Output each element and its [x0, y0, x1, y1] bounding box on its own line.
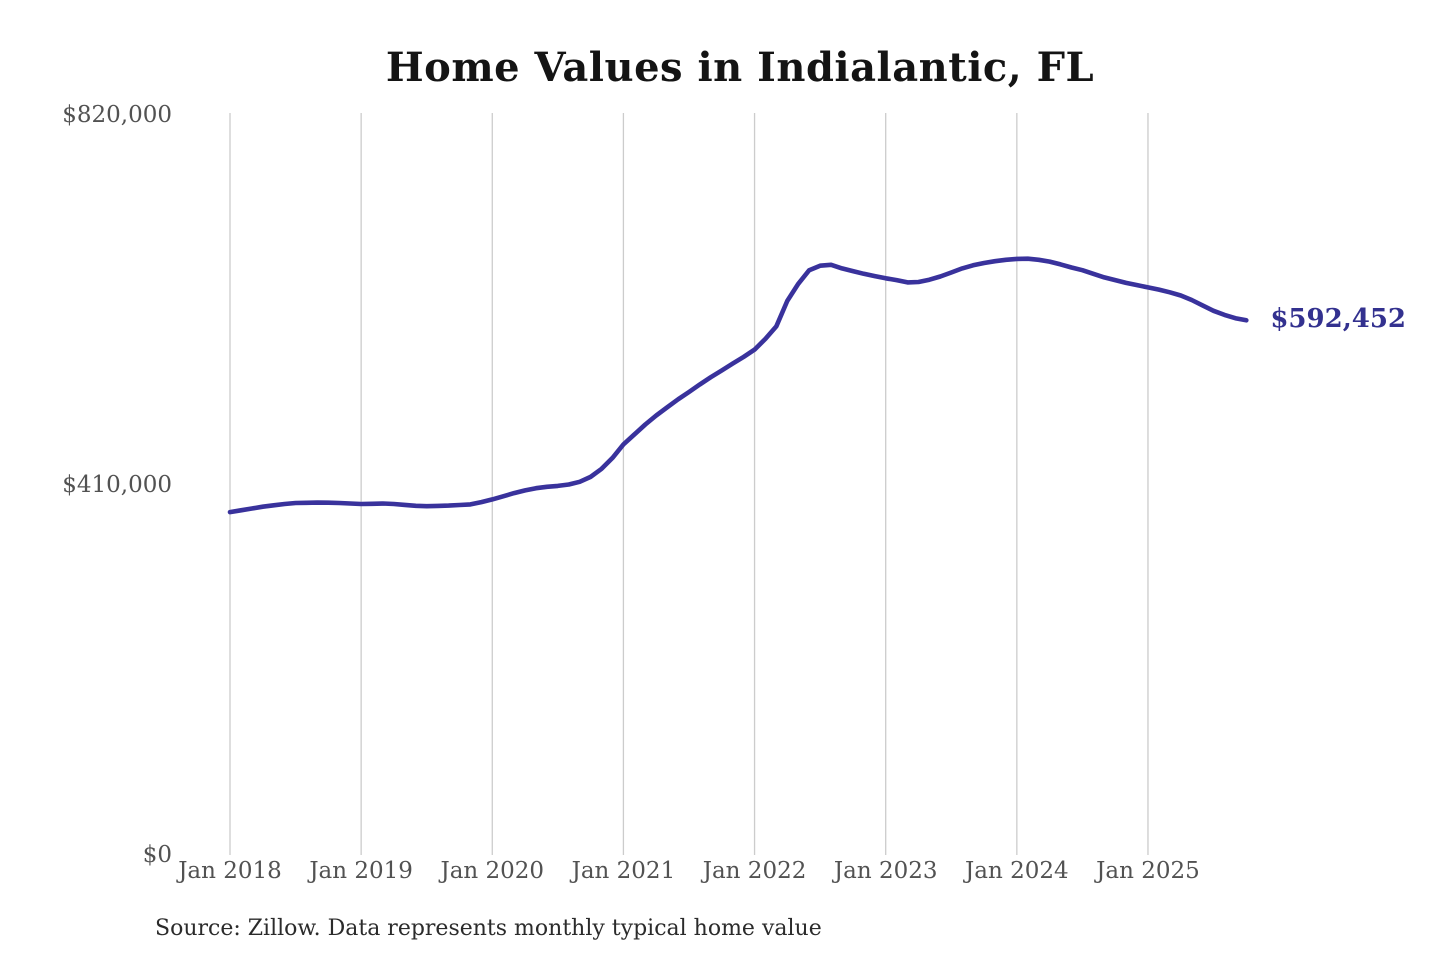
y-tick-label: $820,000: [62, 102, 172, 128]
x-tick-label: Jan 2022: [702, 858, 807, 884]
x-tick-label: Jan 2025: [1096, 858, 1200, 884]
x-tick-label: Jan 2018: [178, 858, 282, 884]
x-tick-label: Jan 2023: [833, 858, 938, 884]
x-tick-label: Jan 2019: [309, 858, 413, 884]
gridlines-group: [229, 113, 1149, 855]
end-value-label: $592,452: [1270, 304, 1407, 335]
home-value-line: [227, 256, 1249, 515]
source-note: Source: Zillow. Data represents monthly …: [155, 916, 822, 941]
y-tick-label: $0: [142, 842, 172, 868]
x-tick-label: Jan 2021: [571, 858, 676, 884]
y-tick-label: $410,000: [62, 472, 172, 498]
x-tick-label: Jan 2020: [440, 858, 545, 884]
x-tick-label: Jan 2024: [965, 858, 1069, 884]
series-group: [227, 256, 1249, 515]
chart-title: Home Values in Indialantic, FL: [385, 44, 1095, 91]
